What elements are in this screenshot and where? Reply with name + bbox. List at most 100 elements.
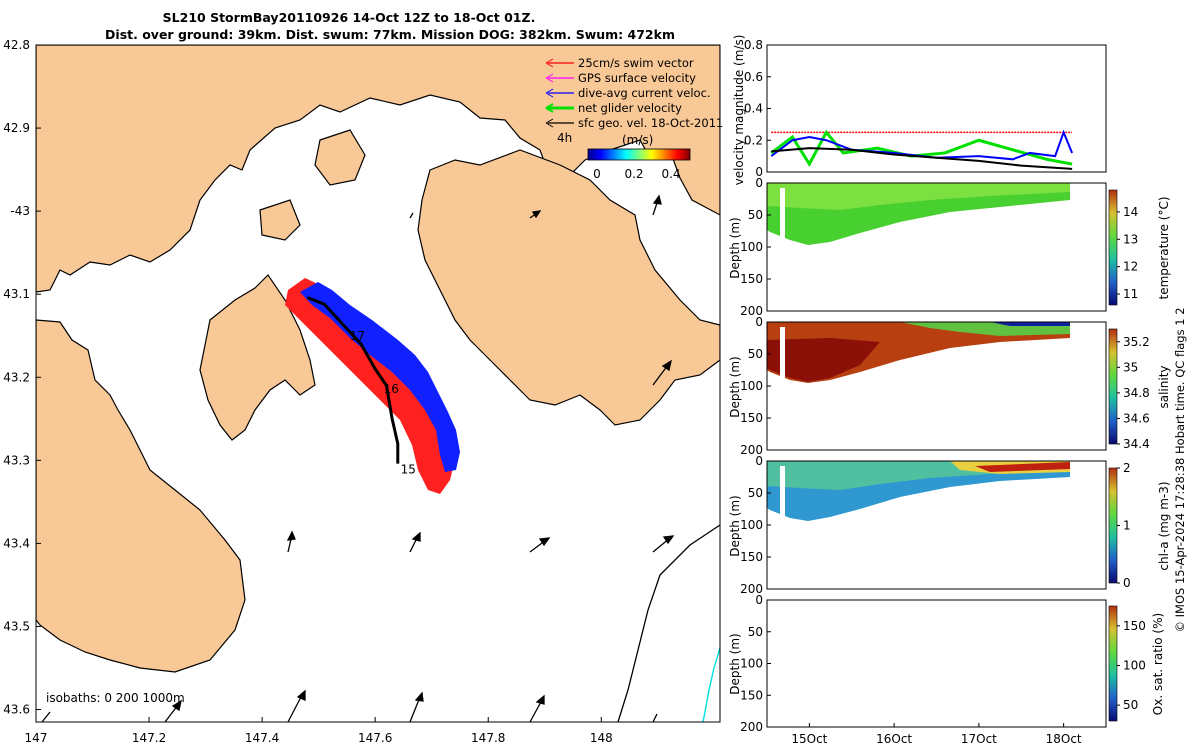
legend-sfcgeo: sfc geo. vel. 18-Oct-2011 xyxy=(545,116,723,130)
map-x-tick-label: 147.8 xyxy=(471,731,505,745)
map-x-tick-label: 148 xyxy=(590,731,613,745)
legend-netglider: net glider velocity xyxy=(545,101,682,115)
temperature-y-axis: 0 50 100 150 200 xyxy=(740,176,771,318)
land-west xyxy=(36,319,246,673)
geo-arrow xyxy=(529,537,551,553)
map-y-tick-label: 43.5 xyxy=(3,619,30,633)
cbar-tick-label: 35 xyxy=(1123,360,1138,374)
depth-tick-label: 0 xyxy=(755,176,763,190)
cbar-tick-label: 13 xyxy=(1123,232,1138,246)
temperature-gap xyxy=(780,188,785,246)
chl-cbar-label: chl-a (mg m-3) xyxy=(1157,481,1171,570)
map-y-tick-label: 43.2 xyxy=(3,370,30,384)
cbar-tick-label: 34.6 xyxy=(1123,411,1150,425)
isobath-note: isobaths: 0 200 1000m xyxy=(46,691,185,705)
chl-max-layer xyxy=(975,462,1070,472)
depth-tick-label: 200 xyxy=(740,720,763,734)
legend-4h: 4h xyxy=(557,131,572,145)
velocity-series-sfc-geo-vel- xyxy=(771,147,1073,170)
colorbar-tick-0.4: 0.4 xyxy=(661,167,680,181)
swim-vector-cloud xyxy=(285,278,455,494)
cbar-tick-label: 35.2 xyxy=(1123,335,1150,349)
credit-text: © IMOS 15-Apr-2024 17:28:38 Hobart time.… xyxy=(1173,307,1187,632)
speed-colorbar xyxy=(587,148,691,161)
isobaths xyxy=(617,524,720,722)
isobath-200m xyxy=(617,524,720,722)
velocity-y-tick-label: 0.6 xyxy=(744,70,763,84)
map-y-tick-label: 43.3 xyxy=(3,453,30,467)
velocity-y-axis: 0 0.2 0.4 0.6 0.8 xyxy=(744,38,771,179)
oxygen-y-axis: 0 50 100 150 200 xyxy=(740,593,771,734)
cbar-tick-label: 1 xyxy=(1123,519,1131,533)
map-panel: 17 16 15 147 147.2 147.4 147.6 147.8 148 42.8… xyxy=(3,38,723,745)
map-y-tick-label: -43 xyxy=(10,204,30,218)
map-x-tick-label: 147.2 xyxy=(132,731,166,745)
salinity-deep-core xyxy=(767,338,880,382)
geo-arrow xyxy=(409,691,424,723)
figure-title-line1: SL210 StormBay20110926 14-Oct 12Z to 18-… xyxy=(163,10,536,25)
legend-gps: GPS surface velocity xyxy=(545,71,696,85)
map-x-tick-label: 147.6 xyxy=(358,731,392,745)
salinity-colorbar xyxy=(1108,328,1118,445)
depth-tick-label: 150 xyxy=(740,272,763,286)
cbar-tick-label: 150 xyxy=(1123,619,1146,633)
salinity-colorbar-ticks: 34.4 34.6 34.8 35 35.2 xyxy=(1117,335,1150,451)
cbar-tick-label: 34.4 xyxy=(1123,437,1150,451)
geo-arrow xyxy=(286,530,296,553)
depth-tick-label: 100 xyxy=(740,240,763,254)
legend-label-netglider: net glider velocity xyxy=(578,101,682,115)
day-label-17: 17 xyxy=(350,329,365,343)
geo-arrow xyxy=(164,699,182,723)
velocity-y-tick-label: 0.2 xyxy=(744,133,763,147)
temperature-ylabel: Depth (m) xyxy=(728,217,742,278)
glider-track xyxy=(306,296,400,464)
land-island-2 xyxy=(259,199,301,241)
salinity-cbar-label: salinity xyxy=(1157,365,1171,408)
depth-tick-label: 150 xyxy=(740,411,763,425)
day-label-15: 15 xyxy=(401,463,416,477)
geo-arrow xyxy=(652,359,672,386)
depth-tick-label: 200 xyxy=(740,443,763,457)
cbar-tick-label: 100 xyxy=(1123,658,1146,672)
land-island-1 xyxy=(314,129,366,186)
time-tick-label: 15Oct xyxy=(791,732,827,746)
legend-label-gps: GPS surface velocity xyxy=(578,71,696,85)
depth-tick-label: 0 xyxy=(755,315,763,329)
depth-tick-label: 50 xyxy=(748,486,763,500)
oxygen-ylabel: Depth (m) xyxy=(728,633,742,694)
legend-label-current: dive-avg current veloc. xyxy=(578,86,711,100)
geo-arrow xyxy=(652,713,658,723)
oxygen-colorbar-ticks: 50 100 150 xyxy=(1117,619,1146,712)
cbar-tick-label: 14 xyxy=(1123,205,1138,219)
oxygen-cbar-label: Ox. sat. ratio (%) xyxy=(1151,613,1165,715)
temperature-panel: 0 50 100 150 200 Depth (m) 11 12 13 14 temperat… xyxy=(728,176,1171,318)
geo-arrow xyxy=(287,689,306,723)
day-label-16: 16 xyxy=(384,382,399,396)
oxygen-panel: 0 50 100 150 200 15Oct 16Oct 17Oct 18Oct Depth … xyxy=(728,593,1165,746)
depth-tick-label: 100 xyxy=(740,379,763,393)
map-legend: 25cm/s swim vector GPS surface velocity … xyxy=(545,56,723,181)
cbar-tick-label: 2 xyxy=(1123,461,1131,475)
salinity-surface-low xyxy=(990,322,1070,326)
cbar-tick-label: 0 xyxy=(1123,576,1131,590)
depth-tick-label: 0 xyxy=(755,454,763,468)
depth-tick-label: 50 xyxy=(748,625,763,639)
legend-label-sfcgeo: sfc geo. vel. 18-Oct-2011 xyxy=(578,116,723,130)
velocity-series xyxy=(770,129,1074,170)
map-y-tick-label: 42.9 xyxy=(3,121,30,135)
map-y-tick-label: 43.4 xyxy=(3,536,30,550)
cbar-tick-label: 50 xyxy=(1123,698,1138,712)
land-tasman xyxy=(417,149,720,426)
colorbar-tick-0.2: 0.2 xyxy=(624,167,643,181)
map-x-axis: 147 147.2 147.4 147.6 147.8 148 xyxy=(25,717,613,745)
isobath-1000m xyxy=(702,647,720,722)
salinity-ylabel: Depth (m) xyxy=(728,356,742,417)
chl-panel: 0 50 100 150 200 Depth (m) 0 1 2 chl-a (mg m-3… xyxy=(728,454,1171,596)
temperature-colorbar-ticks: 11 12 13 14 xyxy=(1117,205,1138,301)
velocity-y-tick-label: 0.8 xyxy=(744,38,763,52)
chl-ylabel: Depth (m) xyxy=(728,495,742,556)
depth-tick-label: 0 xyxy=(755,593,763,607)
velocity-y-tick-label: 0.4 xyxy=(744,102,763,116)
map-y-tick-label: 43.6 xyxy=(3,703,30,717)
